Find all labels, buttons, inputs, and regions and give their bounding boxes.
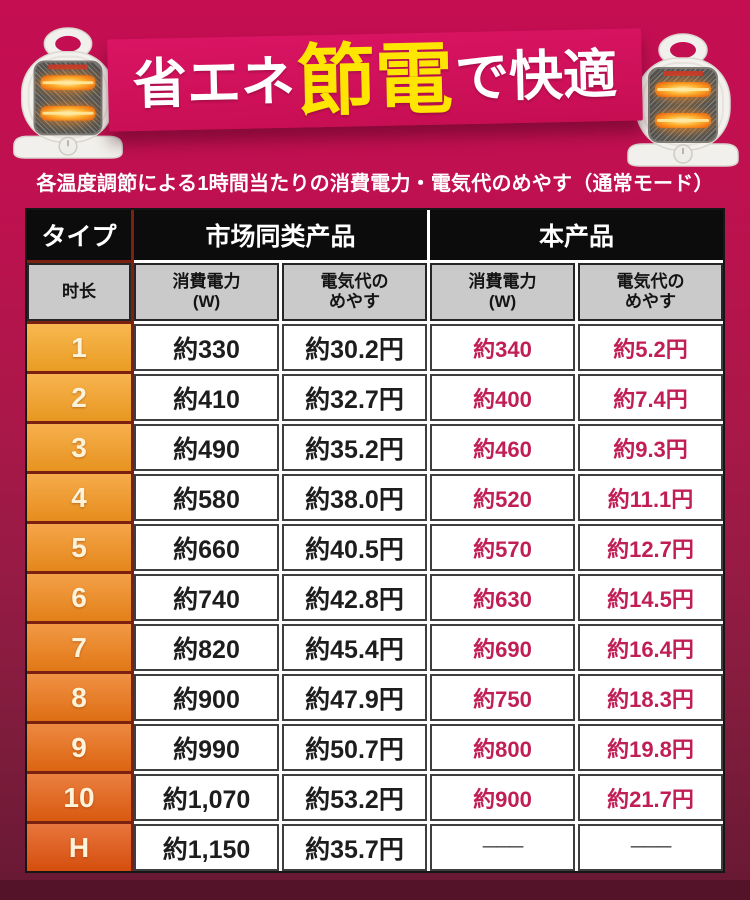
subheader-market-power-line1: 消費電力	[172, 271, 241, 291]
market-power-cell: 約820	[134, 624, 279, 671]
page-title-highlight: 節電	[296, 34, 454, 126]
market-cost-cell: 約45.4円	[282, 624, 427, 671]
market-cost-cell: 約38.0円	[282, 474, 427, 521]
market-power-cell: 約490	[134, 424, 279, 471]
product-power-cell: 約800	[430, 724, 575, 771]
market-power-cell: 約990	[134, 724, 279, 771]
market-power-cell: 約1,150	[134, 824, 279, 871]
market-cost-cell: 約47.9円	[282, 674, 427, 721]
header-product-group: 本产品	[430, 210, 723, 260]
product-power-cell: 約570	[430, 524, 575, 571]
product-cost-cell: 約12.7円	[578, 524, 723, 571]
market-power-cell: 約740	[134, 574, 279, 621]
header-type-group: タイプ	[27, 210, 131, 260]
market-cost-cell: 約30.2円	[282, 324, 427, 371]
type-cell: 6	[27, 574, 131, 621]
market-power-cell: 約330	[134, 324, 279, 371]
product-cost-cell: 約14.5円	[578, 574, 723, 621]
market-power-cell: 約660	[134, 524, 279, 571]
footer-strip	[0, 880, 750, 900]
product-power-cell: 約750	[430, 674, 575, 721]
subheader-product-cost-line1: 電気代の	[616, 271, 685, 291]
subheader-market-cost: 電気代の めやす	[282, 263, 427, 321]
subheader-market-cost-line1: 電気代の	[320, 271, 389, 291]
product-cost-cell: 約21.7円	[578, 774, 723, 821]
market-power-cell: 約410	[134, 374, 279, 421]
type-cell: 8	[27, 674, 131, 721]
product-power-cell: 約460	[430, 424, 575, 471]
market-cost-cell: 約42.8円	[282, 574, 427, 621]
type-cell: 5	[27, 524, 131, 571]
product-cost-cell: 約16.4円	[578, 624, 723, 671]
subheader-duration: 时长	[27, 263, 131, 321]
page-title-suffix: で快適	[454, 44, 618, 109]
type-cell: 3	[27, 424, 131, 471]
product-power-cell-empty: ───	[430, 824, 575, 871]
type-cell: 1	[27, 324, 131, 371]
product-cost-cell: 約7.4円	[578, 374, 723, 421]
table-caption: 各温度調節による1時間当たりの消費電力・電気代のめやす（通常モード）	[36, 173, 714, 195]
type-cell: H	[27, 824, 131, 871]
market-cost-cell: 約40.5円	[282, 524, 427, 571]
header-market-group: 市场同类产品	[134, 210, 427, 260]
page-title-prefix: 省エネ	[132, 51, 296, 116]
title-banner: 省エネ 節電 で快適	[107, 28, 643, 132]
product-cost-cell: 約5.2円	[578, 324, 723, 371]
market-cost-cell: 約53.2円	[282, 774, 427, 821]
product-power-cell: 約340	[430, 324, 575, 371]
product-cost-cell: 約18.3円	[578, 674, 723, 721]
product-power-cell: 約630	[430, 574, 575, 621]
subheader-market-power-line2: (W)	[192, 292, 221, 311]
subheader-product-cost-line2: めやす	[625, 292, 676, 311]
type-cell: 7	[27, 624, 131, 671]
product-power-cell: 約900	[430, 774, 575, 821]
subheader-product-power-line2: (W)	[488, 292, 517, 311]
comparison-table: タイプ 市场同类产品 本产品 时长 消費電力 (W) 電気代の めやす 消費電力…	[25, 208, 725, 873]
subheader-product-power-line1: 消費電力	[468, 271, 537, 291]
product-cost-cell: 約9.3円	[578, 424, 723, 471]
market-power-cell: 約580	[134, 474, 279, 521]
market-cost-cell: 約35.7円	[282, 824, 427, 871]
subheader-market-cost-line2: めやす	[329, 292, 380, 311]
product-cost-cell: 約19.8円	[578, 724, 723, 771]
subheader-product-power: 消費電力 (W)	[430, 263, 575, 321]
type-cell: 4	[27, 474, 131, 521]
subheader-market-power: 消費電力 (W)	[134, 263, 279, 321]
product-cost-cell-empty: ───	[578, 824, 723, 871]
market-cost-cell: 約32.7円	[282, 374, 427, 421]
product-power-cell: 約400	[430, 374, 575, 421]
type-cell: 10	[27, 774, 131, 821]
market-power-cell: 約1,070	[134, 774, 279, 821]
product-power-cell: 約690	[430, 624, 575, 671]
type-cell: 9	[27, 724, 131, 771]
subheader-product-cost: 電気代の めやす	[578, 263, 723, 321]
market-cost-cell: 約50.7円	[282, 724, 427, 771]
product-power-cell: 約520	[430, 474, 575, 521]
market-power-cell: 約900	[134, 674, 279, 721]
product-cost-cell: 約11.1円	[578, 474, 723, 521]
market-cost-cell: 約35.2円	[282, 424, 427, 471]
type-cell: 2	[27, 374, 131, 421]
